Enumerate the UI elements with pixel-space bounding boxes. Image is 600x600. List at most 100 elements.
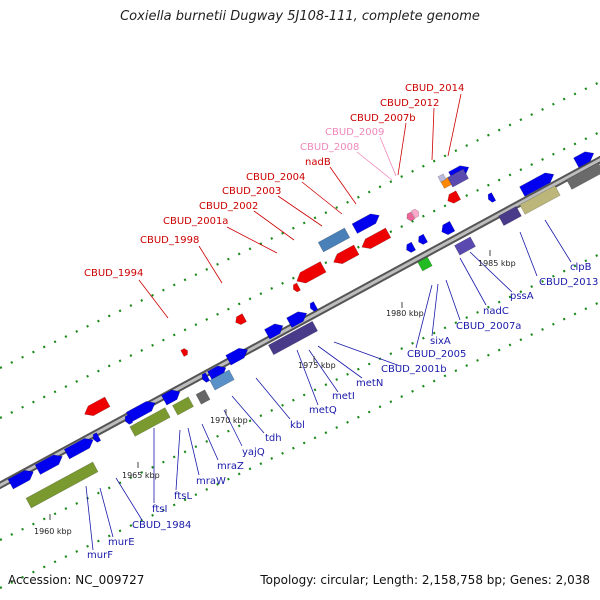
gene-cbud-2014 — [447, 190, 462, 204]
gene-mark-7 — [487, 192, 497, 203]
gene-tdh — [225, 347, 249, 366]
label-cbud-2003: CBUD_2003 — [222, 186, 281, 197]
leader-nadb — [329, 166, 357, 205]
accession-text: Accession: NC_009727 — [8, 573, 145, 587]
gene-purple-3 — [498, 205, 522, 227]
gene-pssa — [519, 172, 555, 197]
leader-cbud-2012 — [431, 107, 435, 161]
label-nadb: nadB — [305, 157, 331, 168]
leader-cbud-2003 — [277, 195, 323, 227]
leader-cbud-2007a — [445, 279, 461, 321]
label-sixa: sixA — [430, 336, 451, 347]
label-cbud-2001a: CBUD_2001a — [163, 216, 228, 227]
gene-cbud-2002 — [333, 244, 360, 265]
gene-yajq — [209, 369, 235, 391]
leader-cbud-2009 — [379, 136, 397, 177]
gene-grey-1 — [566, 162, 600, 190]
leader-meti — [308, 349, 339, 393]
gene-murf — [7, 469, 34, 490]
leader-cbud-2008 — [356, 151, 393, 181]
label-cbud-2009: CBUD_2009 — [325, 127, 384, 138]
label-cbud-1998: CBUD_1998 — [140, 235, 199, 246]
label-kbl: kbl — [290, 420, 305, 431]
track-inner-1 — [0, 253, 600, 541]
leader-murf — [85, 485, 94, 551]
leader-cbud-1998 — [198, 245, 223, 284]
label-ftsi: ftsI — [152, 504, 167, 515]
label-cbud-2001b: CBUD_2001b — [381, 364, 447, 375]
leader-cbud-2001b — [333, 341, 401, 367]
label-cbud-1994: CBUD_1994 — [84, 268, 143, 279]
gene-olive-1 — [25, 461, 99, 509]
scale-label-1980: 1980 kbp — [386, 309, 424, 318]
scale-label-1970: 1970 kbp — [210, 416, 248, 425]
leader-cbud-2014 — [447, 93, 462, 157]
red-gene-labels: CBUD_1994 CBUD_1998 CBUD_2001a CBUD_2002… — [84, 83, 464, 279]
label-tdh: tdh — [265, 433, 282, 444]
label-cbud-2007b: CBUD_2007b — [350, 113, 416, 124]
label-cbud-2013: CBUD_2013 — [539, 277, 598, 288]
leader-cbud-2007b — [397, 122, 407, 176]
label-nadc: nadC — [483, 306, 509, 317]
leader-tdh — [231, 395, 265, 434]
label-yajq: yajQ — [242, 447, 265, 458]
leader-lines — [85, 93, 572, 551]
leader-yajq — [223, 409, 243, 447]
gene-metn — [286, 311, 308, 329]
label-cbud-1984: CBUD_1984 — [132, 520, 191, 531]
label-metq: metQ — [309, 405, 337, 416]
gene-cbud-1998 — [235, 313, 247, 326]
dotted-tracks — [0, 81, 600, 589]
label-cbud-2014: CBUD_2014 — [405, 83, 464, 94]
leader-cbud-2004 — [301, 181, 343, 215]
leader-cbud-2013 — [519, 231, 538, 277]
leader-cbud-2002 — [253, 210, 295, 241]
track-outer-2 — [0, 81, 600, 369]
label-mure: murE — [108, 537, 135, 548]
leader-nadc — [459, 257, 487, 306]
gene-mark-6 — [418, 233, 429, 245]
gene-ftsl — [161, 389, 181, 406]
label-cbud-2002: CBUD_2002 — [199, 201, 258, 212]
scale-labels: 1960 kbp 1965 kbp 1970 kbp 1975 kbp 1980… — [34, 259, 516, 536]
leader-metq — [296, 349, 319, 406]
scale-label-1985: 1985 kbp — [478, 259, 516, 268]
track-inner-2 — [0, 301, 600, 589]
blue-gene-labels: murF murE CBUD_1984 ftsI ftsL mraW mraZ … — [87, 262, 598, 561]
gene-clpb — [573, 151, 595, 169]
label-murf: murF — [87, 550, 113, 561]
leader-metn — [317, 345, 363, 379]
gene-grey-2 — [195, 389, 211, 405]
gene-purple-2 — [454, 236, 476, 256]
label-cbud-2008: CBUD_2008 — [300, 142, 359, 153]
gene-features — [7, 151, 600, 509]
label-meti: metI — [332, 391, 355, 402]
gene-mark-5 — [406, 241, 417, 253]
gene-mark-3 — [201, 372, 211, 383]
label-cbud-2012: CBUD_2012 — [380, 98, 439, 109]
gene-olive-2 — [129, 407, 171, 437]
scale-ticks — [49, 250, 491, 520]
gene-cbud-1994 — [84, 396, 111, 417]
label-pssa: pssA — [510, 291, 534, 302]
figure-title: Coxiella burnetii Dugway 5J108-111, comp… — [120, 9, 480, 24]
leader-mure — [99, 487, 114, 538]
gene-nadb — [361, 227, 392, 249]
label-metn: metN — [356, 378, 383, 389]
gene-small-grey — [437, 173, 447, 183]
leader-cbud-1994 — [138, 279, 169, 319]
gene-mark-4 — [309, 301, 319, 312]
leader-cbud-1984 — [115, 477, 143, 521]
leader-mraz — [201, 423, 219, 461]
gene-mark-2 — [124, 414, 134, 425]
gene-purple-1 — [267, 320, 319, 356]
label-mraw: mraW — [196, 476, 226, 487]
label-cbud-2004: CBUD_2004 — [246, 172, 305, 183]
scale-label-1960: 1960 kbp — [34, 527, 72, 536]
pink-gene-labels: CBUD_2009 CBUD_2008 — [300, 127, 384, 153]
gene-khaki-1 — [519, 185, 561, 215]
gene-cbud-1984 — [63, 438, 94, 460]
leader-ftsl — [175, 429, 181, 491]
